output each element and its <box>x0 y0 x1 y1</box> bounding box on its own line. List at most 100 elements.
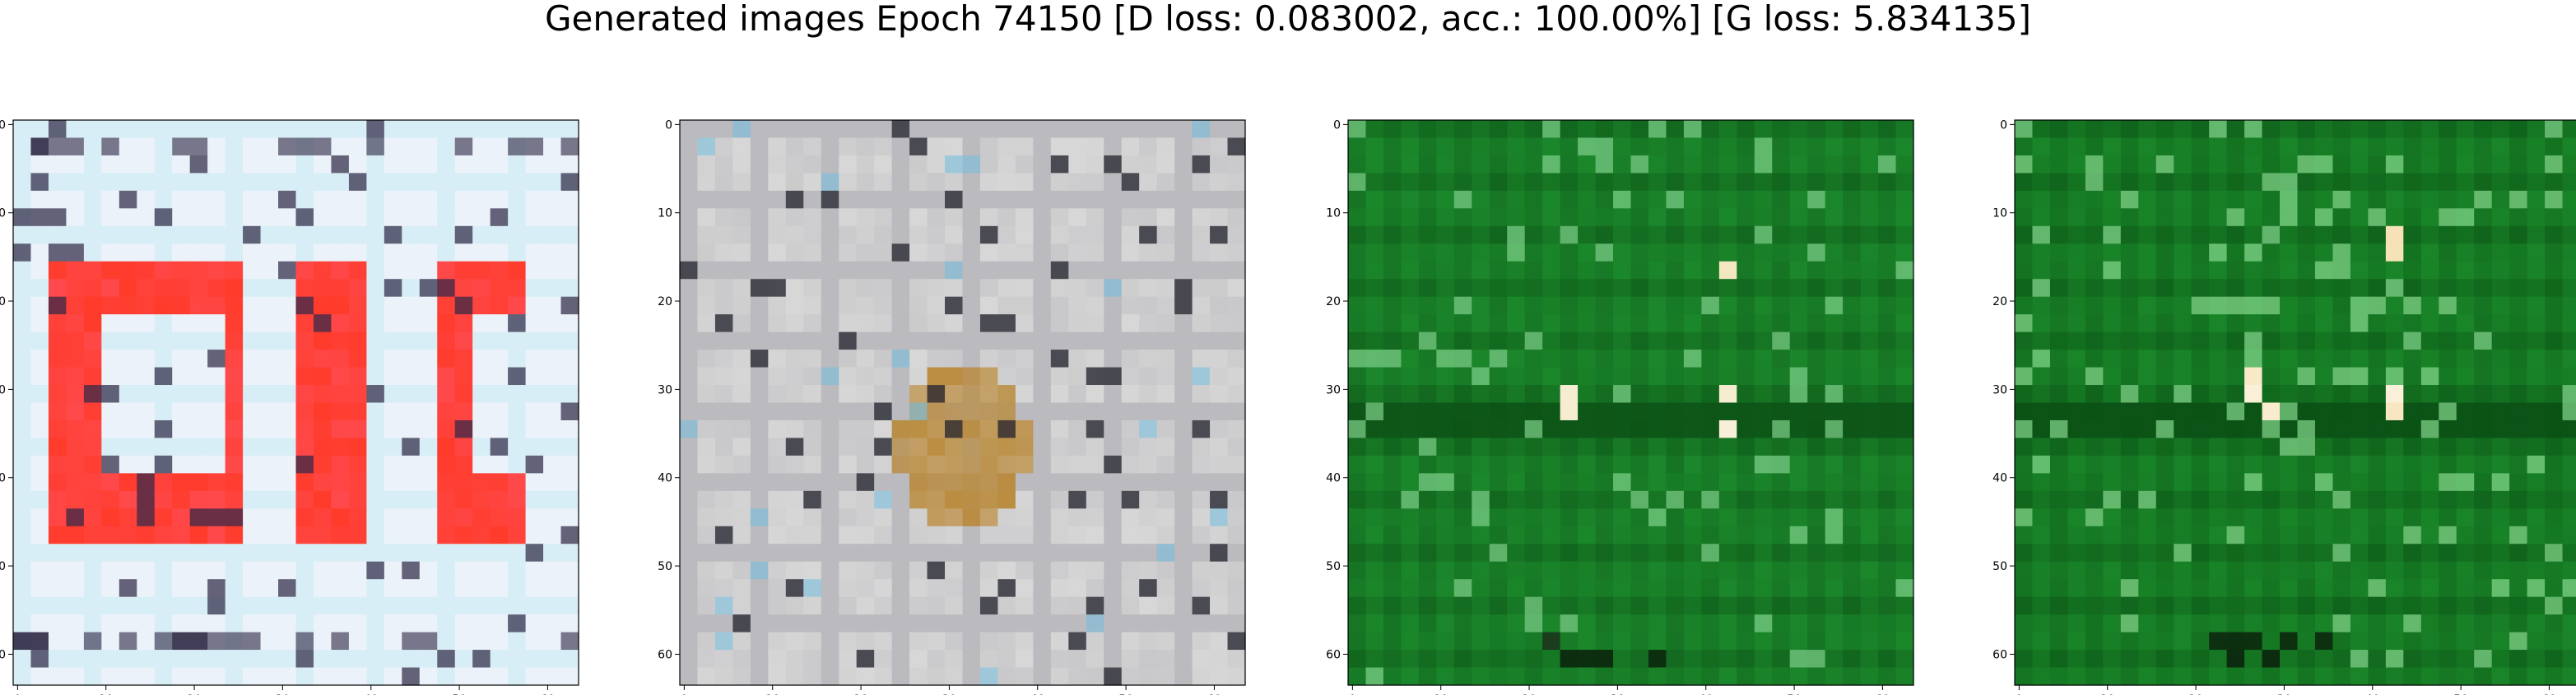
x-tick-label: 60 <box>1876 693 1890 695</box>
image-pixel <box>295 385 314 404</box>
image-pixel <box>680 419 699 439</box>
image-pixel <box>1895 385 1914 404</box>
image-pixel <box>785 596 804 615</box>
image-pixel <box>732 596 751 615</box>
image-pixel <box>490 190 509 209</box>
image-pixel <box>1701 650 1720 669</box>
image-pixel <box>2562 596 2576 615</box>
image-pixel <box>1524 579 1543 598</box>
image-pixel <box>225 331 244 350</box>
image-pixel <box>2244 402 2263 421</box>
image-pixel <box>1807 173 1826 192</box>
image-pixel <box>2545 508 2564 527</box>
image-pixel <box>2439 438 2457 456</box>
image-pixel <box>1666 508 1685 527</box>
image-pixel <box>1086 667 1104 686</box>
image-pixel <box>331 243 350 262</box>
image-pixel <box>348 331 367 350</box>
image-pixel <box>2067 561 2086 580</box>
image-pixel <box>172 367 191 386</box>
image-pixel <box>137 544 156 563</box>
image-pixel <box>803 508 822 527</box>
image-pixel <box>1666 314 1685 333</box>
image-pixel <box>1683 650 1702 669</box>
image-pixel <box>2403 455 2422 474</box>
image-pixel <box>891 419 910 439</box>
image-pixel <box>2067 579 2086 598</box>
image-pixel <box>768 596 787 615</box>
image-pixel <box>891 455 910 474</box>
image-pixel <box>2174 367 2192 386</box>
image-pixel <box>348 261 367 280</box>
image-pixel <box>1227 579 1246 598</box>
image-pixel <box>154 190 173 209</box>
image-pixel <box>384 331 402 350</box>
image-pixel <box>750 367 769 386</box>
image-pixel <box>1630 296 1649 315</box>
image-pixel <box>2280 438 2299 456</box>
image-pixel <box>1436 419 1455 439</box>
image-pixel <box>768 385 787 404</box>
image-pixel <box>2368 667 2387 686</box>
image-pixel <box>1418 438 1437 456</box>
image-pixel <box>1050 243 1069 262</box>
image-pixel <box>1383 261 1402 280</box>
image-pixel <box>2191 650 2210 669</box>
image-pixel <box>1683 225 1702 244</box>
image-pixel <box>1613 490 1632 509</box>
image-pixel <box>1807 350 1826 368</box>
image-pixel <box>979 419 999 439</box>
image-pixel <box>1210 279 1229 298</box>
image-pixel <box>1068 385 1087 404</box>
image-pixel <box>1825 385 1844 404</box>
image-pixel <box>945 455 964 474</box>
image-pixel <box>243 155 262 174</box>
image-pixel <box>2439 296 2457 315</box>
image-pixel <box>2439 350 2457 368</box>
image-pixel <box>13 490 32 509</box>
image-pixel <box>525 614 544 633</box>
image-pixel <box>1015 419 1034 439</box>
image-pixel <box>1613 579 1632 598</box>
image-pixel <box>2138 455 2157 474</box>
image-pixel <box>1383 350 1402 368</box>
image-pixel <box>472 419 491 439</box>
image-pixel <box>750 243 769 262</box>
image-pixel <box>1033 419 1052 439</box>
image-pixel <box>2226 667 2245 686</box>
image-pixel <box>1507 261 1526 280</box>
image-pixel <box>172 137 191 156</box>
image-pixel <box>1807 561 1826 580</box>
image-pixel <box>1192 225 1211 244</box>
image-pixel <box>821 279 839 298</box>
image-pixel <box>437 155 456 174</box>
image-pixel <box>2385 137 2404 156</box>
image-pixel <box>1401 526 1420 544</box>
image-pixel <box>1701 526 1720 544</box>
image-pixel <box>2332 314 2351 333</box>
image-pixel <box>154 402 173 421</box>
image-pixel <box>525 508 544 527</box>
image-pixel <box>2491 579 2510 598</box>
image-pixel <box>1772 385 1791 404</box>
image-pixel <box>2280 650 2299 669</box>
image-pixel <box>945 614 964 633</box>
image-pixel <box>1489 650 1508 669</box>
image-pixel <box>2403 208 2422 227</box>
image-pixel <box>1033 279 1052 298</box>
image-pixel <box>1701 508 1720 527</box>
image-pixel <box>1068 367 1087 386</box>
image-pixel <box>154 314 173 333</box>
image-pixel <box>83 225 102 244</box>
image-pixel <box>402 526 421 544</box>
image-pixel <box>1507 279 1526 298</box>
image-pixel <box>1453 296 1472 315</box>
image-pixel <box>1507 561 1526 580</box>
image-pixel <box>119 561 137 580</box>
image-pixel <box>119 208 137 227</box>
image-pixel <box>2262 473 2281 492</box>
x-tick-label: 60 <box>1207 693 1222 695</box>
image-pixel <box>2262 155 2281 174</box>
image-pixel <box>945 632 964 651</box>
image-pixel <box>13 526 32 544</box>
